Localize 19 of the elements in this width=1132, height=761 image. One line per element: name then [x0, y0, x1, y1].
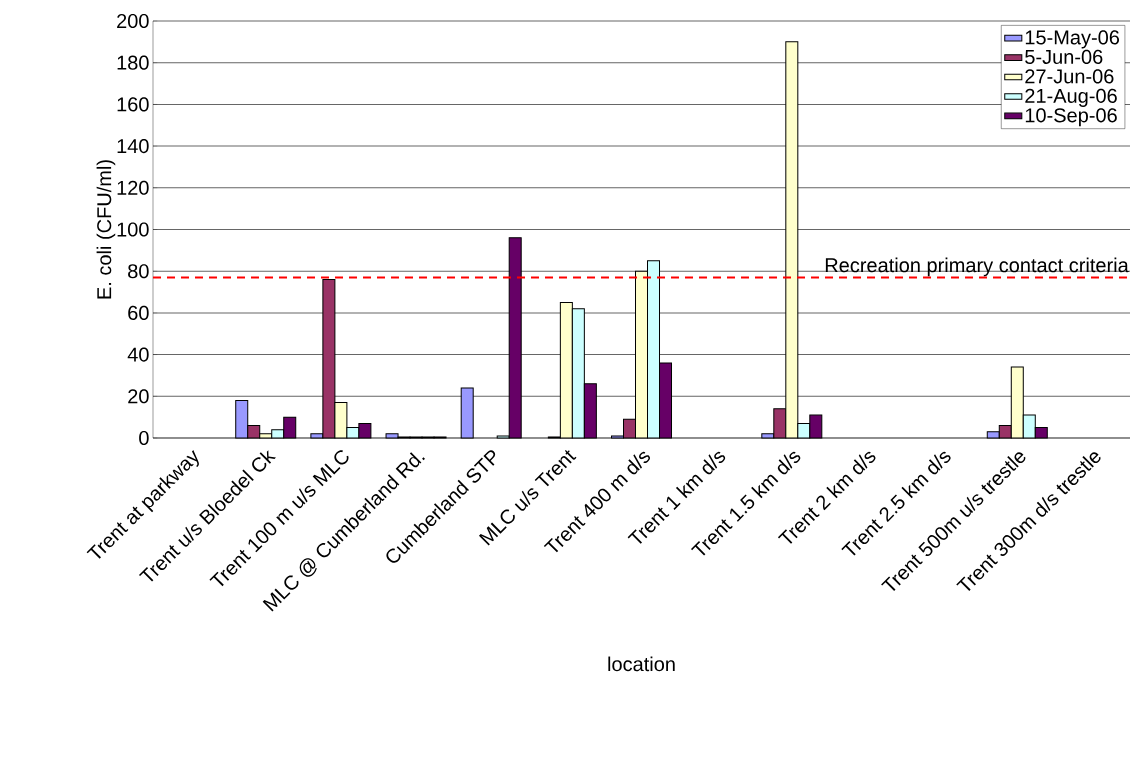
y-tick-label: 20 — [128, 389, 149, 404]
y-tick-label: 200 — [117, 13, 149, 29]
y-tick-label: 160 — [117, 97, 149, 112]
ref-line-label: Recreation primary contact criteria — [825, 257, 1129, 277]
legend-label: 5-Jun-06 — [1025, 49, 1103, 64]
y-tick-label: 40 — [127, 347, 149, 362]
y-axis-title: E. coli (CFU/ml) — [96, 160, 116, 299]
y-tick-label: 140 — [117, 139, 149, 154]
y-tick-label: 120 — [117, 180, 149, 195]
y-tick-label: 80 — [128, 264, 149, 279]
legend-label: 10-Sep-06 — [1025, 108, 1117, 127]
legend-label: 21-Aug-06 — [1025, 88, 1117, 107]
y-tick-label: 100 — [117, 222, 149, 237]
legend-label: 15-May-06 — [1025, 30, 1120, 49]
legend-label: 27-Jun-06 — [1025, 69, 1114, 84]
x-axis-title: location — [608, 656, 675, 672]
y-tick-label: 0 — [139, 430, 149, 446]
y-tick-label: 60 — [128, 305, 149, 320]
y-tick-label: 180 — [117, 55, 149, 70]
